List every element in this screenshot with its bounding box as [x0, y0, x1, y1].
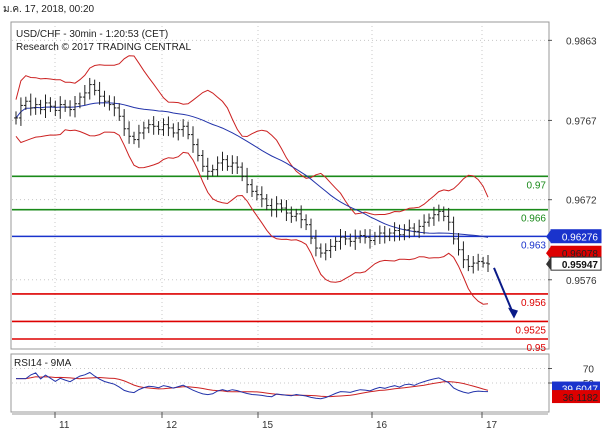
price-bars: [14, 77, 490, 274]
y-tick-label: 0.9576: [566, 276, 597, 287]
price-box-pointer: [546, 257, 551, 271]
level-label: 0.963: [521, 240, 546, 251]
bollinger-lower: [15, 129, 489, 305]
chart-title: USD/CHF - 30min - 1:20:53 (CET): [16, 29, 168, 40]
y-tick-label: 0.9672: [566, 196, 597, 207]
rsi-value-label: 36.1182: [563, 393, 599, 404]
timestamp-label: ม.ค. 17, 2018, 00:20: [3, 4, 95, 15]
price-box-label: 0.95947: [562, 260, 599, 271]
x-tick-label: 15: [262, 420, 274, 431]
x-tick-label: 11: [59, 420, 70, 431]
price-box-pointer: [546, 246, 551, 260]
level-label: 0.956: [521, 298, 546, 309]
forecast-arrow-head: [508, 307, 518, 319]
y-axis: 0.9863 0.9767 0.9672 0.9576: [548, 36, 597, 287]
level-label: 0.95: [527, 343, 547, 354]
forecast-arrow-shaft: [493, 267, 515, 317]
x-tick-label: 16: [376, 420, 388, 431]
rsi-title: RSI14 - 9MA: [14, 358, 72, 369]
bollinger-upper: [15, 55, 489, 216]
chart-subtitle: Research © 2017 TRADING CENTRAL: [16, 42, 191, 53]
price-box-label: 0.96276: [562, 233, 599, 244]
price-box-pointer: [546, 229, 551, 243]
rsi-tick-label: 70: [583, 365, 595, 376]
bollinger-bands: [15, 55, 489, 305]
main-plot-frame: [10, 21, 550, 350]
rsi-grid: [12, 368, 548, 384]
level-label: 0.9525: [515, 325, 546, 336]
level-lines: 0.97 0.966 0.963 0.956 0.9525 0.95: [12, 175, 548, 354]
x-tick-label: 17: [486, 420, 498, 431]
rsi-ma-line: [16, 376, 489, 398]
x-tick-label: 12: [166, 420, 178, 431]
price-box-label: 0.96078: [562, 249, 599, 260]
forecast-arrow: [493, 267, 518, 319]
rsi-value-box: [552, 390, 600, 404]
y-tick-label: 0.9767: [566, 116, 597, 127]
rsi-lines: [16, 371, 489, 400]
rsi-value-label: 39.6047: [562, 385, 599, 396]
rsi-line: [16, 371, 489, 400]
y-tick-label: 0.9863: [566, 36, 597, 47]
level-label: 0.966: [521, 214, 546, 225]
x-axis: 11 12 15 16 17: [12, 412, 548, 431]
level-label: 0.97: [527, 180, 547, 191]
